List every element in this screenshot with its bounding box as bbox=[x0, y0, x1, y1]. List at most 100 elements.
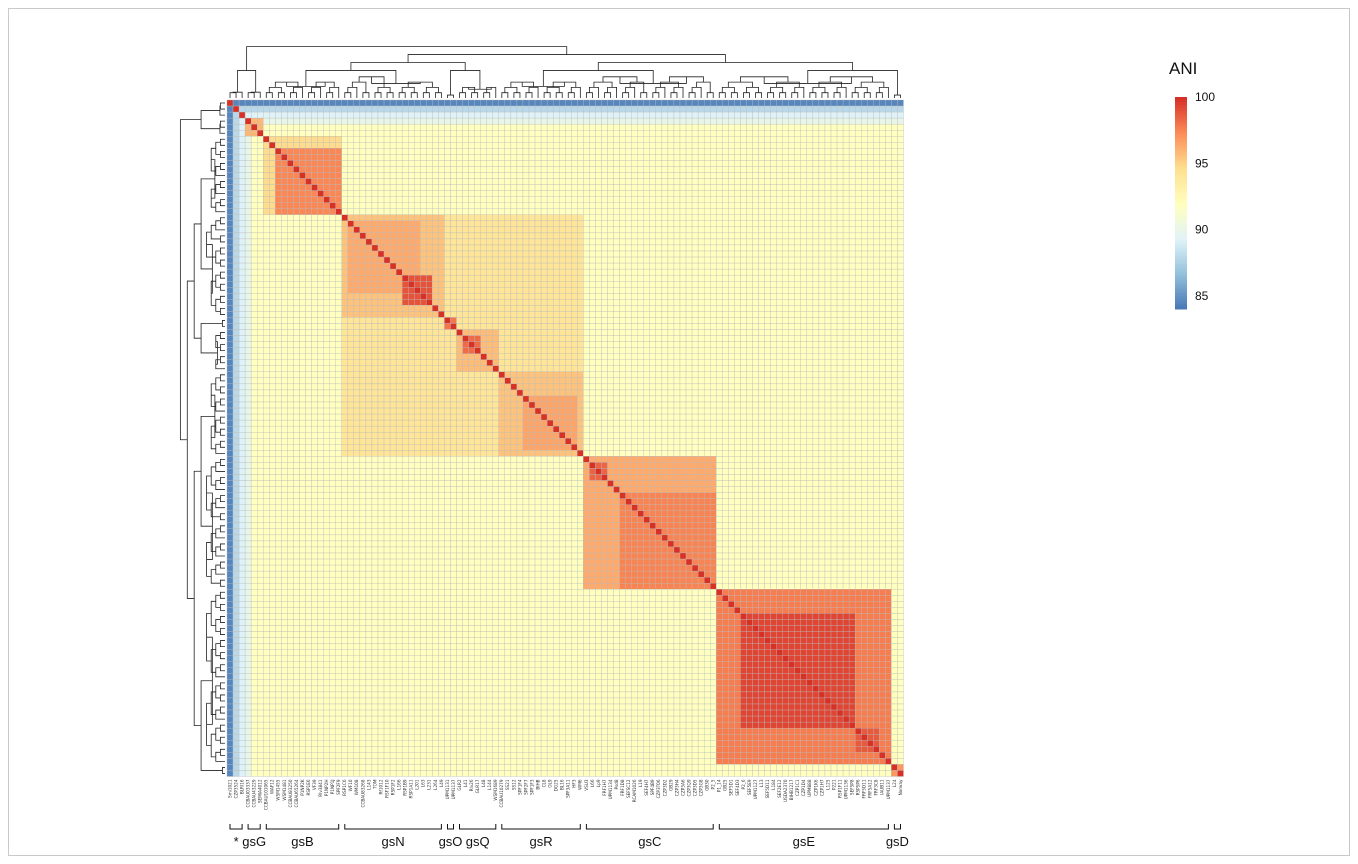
heatmap-cell bbox=[492, 299, 499, 306]
heatmap-cell bbox=[716, 262, 723, 270]
heatmap-cell bbox=[625, 226, 632, 234]
heatmap-cell bbox=[764, 160, 771, 167]
heatmap-cell bbox=[226, 214, 234, 221]
heatmap-cell bbox=[625, 190, 632, 197]
heatmap-cell bbox=[601, 317, 608, 324]
heatmap-cell bbox=[238, 305, 246, 312]
heatmap-cell bbox=[794, 160, 801, 167]
heatmap-cell bbox=[408, 353, 415, 360]
heatmap-cell bbox=[486, 250, 493, 258]
heatmap-cell bbox=[480, 329, 487, 336]
heatmap-cell bbox=[854, 323, 862, 330]
heatmap-cell bbox=[752, 130, 759, 137]
heatmap-cell bbox=[504, 166, 512, 173]
heatmap-cell bbox=[649, 148, 657, 155]
heatmap-cell bbox=[631, 111, 638, 119]
heatmap-cell bbox=[299, 160, 306, 167]
heatmap-cell bbox=[806, 190, 814, 197]
heatmap-cell bbox=[311, 323, 318, 330]
heatmap-cell bbox=[655, 111, 663, 119]
heatmap-cell bbox=[226, 196, 234, 203]
heatmap-cell bbox=[794, 232, 801, 240]
heatmap-cell bbox=[716, 256, 723, 264]
dendrogram-branch bbox=[528, 87, 539, 98]
heatmap-cell bbox=[848, 178, 856, 185]
heatmap-cell bbox=[462, 148, 469, 155]
heatmap-cell bbox=[263, 317, 270, 324]
heatmap-cell bbox=[408, 226, 415, 234]
heatmap-cell bbox=[806, 250, 814, 258]
heatmap-cell bbox=[401, 232, 409, 240]
heatmap-cell bbox=[685, 184, 693, 191]
heatmap-cell bbox=[438, 190, 445, 197]
heatmap-cell bbox=[667, 268, 675, 276]
heatmap-cell bbox=[770, 238, 777, 246]
heatmap-cell bbox=[377, 232, 385, 240]
heatmap-cell bbox=[716, 220, 723, 228]
heatmap-cell bbox=[818, 99, 826, 107]
heatmap-cell bbox=[287, 299, 294, 306]
heatmap-cell bbox=[746, 99, 753, 107]
heatmap-cell bbox=[873, 262, 880, 270]
heatmap-cell bbox=[317, 178, 324, 185]
heatmap-cell bbox=[426, 256, 433, 264]
heatmap-cell bbox=[287, 202, 294, 209]
heatmap-cell bbox=[734, 160, 741, 167]
heatmap-cell bbox=[263, 130, 270, 137]
heatmap-cell bbox=[782, 293, 789, 300]
heatmap-cell bbox=[824, 142, 832, 149]
heatmap-cell bbox=[637, 154, 644, 161]
heatmap-cell bbox=[353, 299, 361, 306]
heatmap-cell bbox=[891, 274, 898, 282]
heatmap-cell bbox=[764, 293, 771, 300]
heatmap-cell bbox=[824, 160, 832, 167]
dendrogram-branch bbox=[220, 579, 225, 587]
heatmap-cell bbox=[734, 190, 741, 197]
heatmap-cell bbox=[770, 274, 777, 282]
heatmap-cell bbox=[673, 347, 681, 354]
heatmap-cell bbox=[885, 123, 892, 131]
dendrogram-branch bbox=[220, 628, 225, 635]
heatmap-cell bbox=[468, 250, 475, 258]
heatmap-cell bbox=[842, 220, 850, 228]
heatmap-cell bbox=[359, 311, 367, 318]
heatmap-cell bbox=[589, 317, 596, 324]
heatmap-cell bbox=[389, 123, 397, 131]
heatmap-cell bbox=[758, 202, 765, 209]
heatmap-cell bbox=[377, 142, 385, 149]
heatmap-cell bbox=[377, 136, 385, 143]
heatmap-cell bbox=[432, 250, 439, 258]
figure-frame: Smi1021 CZP3524 BLRI16 CCBAU03337 CCBAU43229… bbox=[8, 8, 1350, 856]
heatmap-cell bbox=[613, 262, 620, 270]
heatmap-cell bbox=[226, 274, 234, 282]
heatmap-cell bbox=[782, 305, 789, 312]
heatmap-cell bbox=[426, 299, 433, 306]
heatmap-cell bbox=[281, 287, 288, 294]
heatmap-cell bbox=[571, 111, 578, 119]
heatmap-cell bbox=[861, 262, 868, 270]
heatmap-cell bbox=[359, 220, 367, 228]
heatmap-cell bbox=[414, 202, 421, 209]
heatmap-cell bbox=[577, 178, 584, 185]
dendrogram-branch bbox=[200, 178, 215, 270]
heatmap-cell bbox=[613, 256, 620, 264]
heatmap-cell bbox=[722, 305, 729, 312]
heatmap-cell bbox=[401, 178, 409, 185]
heatmap-cell bbox=[637, 256, 644, 264]
heatmap-cell bbox=[867, 305, 874, 312]
heatmap-cell bbox=[244, 299, 252, 306]
heatmap-cell bbox=[468, 136, 475, 143]
heatmap-cell bbox=[365, 130, 373, 137]
heatmap-cell bbox=[643, 160, 650, 167]
heatmap-cell bbox=[269, 268, 276, 276]
heatmap-cell bbox=[389, 268, 397, 276]
heatmap-cell bbox=[655, 123, 663, 131]
heatmap-cell bbox=[389, 142, 397, 149]
dendrogram-branch bbox=[220, 344, 225, 352]
heatmap-cell bbox=[565, 299, 572, 306]
heatmap-cell bbox=[577, 226, 584, 234]
heatmap-cell bbox=[619, 184, 626, 191]
heatmap-cell bbox=[867, 335, 874, 342]
heatmap-cell bbox=[697, 208, 705, 215]
heatmap-cell bbox=[559, 136, 566, 143]
